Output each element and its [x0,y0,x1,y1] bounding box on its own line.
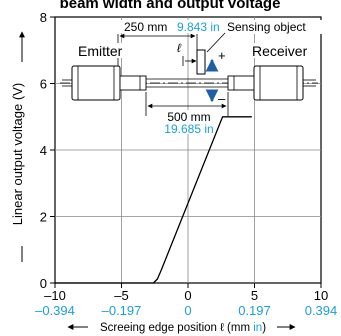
y-ticks: 0 2 4 6 8 [40,10,55,291]
minus-sign: – [218,91,226,106]
receiver-label: Receiver [252,43,308,59]
y-axis-label: Linear output voltage (V) [10,31,25,262]
dim-bottom-in: 19.685 in [164,122,213,136]
x-tick-label: –10 [44,288,66,303]
ell-symbol: ℓ [177,41,182,55]
x-tick-label-in: 0.197 [238,303,271,318]
y-tick-label: 8 [40,10,47,25]
x-axis-label: Screeing edge position ℓ (mm in) [67,322,296,334]
series-group [55,116,252,284]
dim-top-in: 9.843 in [177,20,220,34]
sensing-object-label: Sensing object [227,20,306,34]
emitter-body [71,65,147,101]
x-tick-label-in: –0.197 [102,303,142,318]
x-axis-title-prefix: Screeing edge position ℓ (mm [100,322,250,334]
x-tick-label: –5 [114,288,128,303]
x-axis-title-suffix: ) [262,322,266,334]
receiver-body [227,65,304,101]
y-axis-title: Linear output voltage (V) [10,83,25,225]
sensing-object [196,49,206,75]
y-tick-label: 0 [40,276,47,291]
setup-diagram: 250 mm 9.843 in Sensing object ℓ Emitter… [60,20,322,136]
series-line-0 [55,116,252,284]
y-tick-label: 4 [40,143,47,158]
x-ticks: –10–0.394 –5–0.197 00 50.197 100.394 [35,283,337,318]
y-tick-label: 6 [40,77,47,92]
x-tick-label: 10 [314,288,328,303]
x-tick-label-in: –0.394 [35,303,75,318]
x-axis-title-unit2: in [253,322,262,334]
x-axis-title: Screeing edge position ℓ (mm in) [100,322,266,334]
x-tick-label-in: 0.394 [305,303,338,318]
dim-top-mm: 250 mm [124,20,167,34]
y-tick-label: 2 [40,210,47,225]
x-tick-label-in: 0 [184,303,191,318]
chart-title: beam width and output voltage [60,0,281,12]
x-tick-label: 5 [251,288,258,303]
x-tick-label: 0 [184,288,191,303]
dim-bottom-mm: 500 mm [167,110,210,124]
plus-sign: + [218,48,226,63]
emitter-label: Emitter [78,43,123,59]
